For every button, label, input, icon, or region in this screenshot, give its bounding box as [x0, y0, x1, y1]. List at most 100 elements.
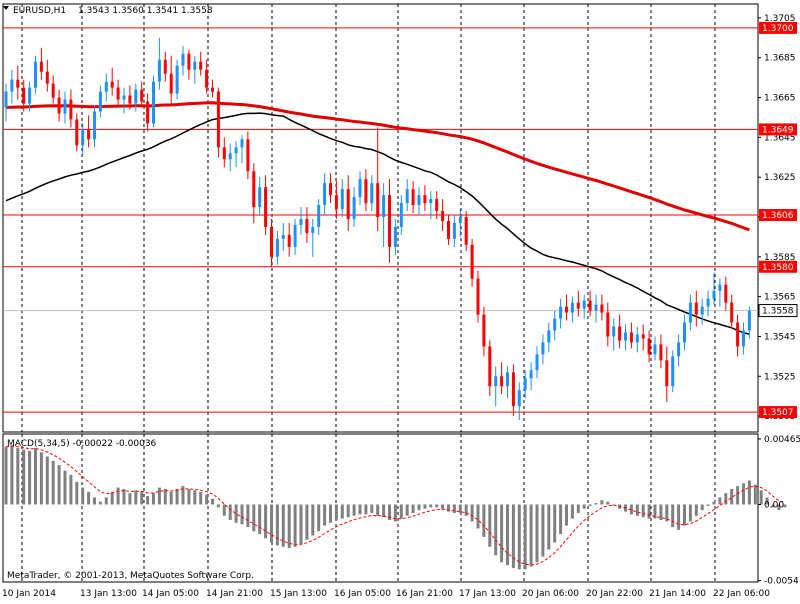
candle[interactable] [582, 294, 586, 319]
candle[interactable] [128, 85, 132, 110]
candle[interactable] [470, 238, 474, 287]
candle[interactable] [452, 215, 456, 247]
candle[interactable] [742, 322, 745, 355]
candle[interactable] [653, 336, 657, 361]
candle[interactable] [712, 272, 716, 305]
candle[interactable] [293, 218, 297, 255]
candle[interactable] [181, 45, 185, 76]
candle[interactable] [122, 87, 126, 114]
candle[interactable] [417, 187, 421, 216]
candle[interactable] [323, 173, 327, 216]
candle[interactable] [252, 163, 256, 223]
candle[interactable] [39, 47, 43, 80]
candle[interactable] [736, 314, 740, 357]
candle[interactable] [747, 306, 751, 339]
candle[interactable] [163, 51, 167, 82]
candle[interactable] [211, 79, 214, 98]
candle[interactable] [75, 113, 79, 152]
candle[interactable] [688, 294, 692, 331]
candle[interactable] [429, 191, 433, 219]
candle[interactable] [559, 298, 563, 329]
candle[interactable] [216, 87, 220, 158]
candle[interactable] [535, 346, 539, 379]
candle[interactable] [134, 83, 138, 112]
candle[interactable] [110, 67, 114, 96]
candle[interactable] [299, 207, 303, 235]
candle[interactable] [464, 211, 468, 251]
candle[interactable] [553, 310, 557, 341]
candle[interactable] [547, 322, 551, 353]
candle[interactable] [482, 306, 486, 357]
candle[interactable] [517, 382, 521, 421]
candle[interactable] [45, 59, 49, 92]
candle[interactable] [346, 175, 350, 231]
candle[interactable] [706, 290, 710, 317]
candle[interactable] [511, 364, 515, 417]
candle[interactable] [22, 79, 26, 112]
candle[interactable] [694, 290, 698, 327]
candle[interactable] [635, 326, 639, 353]
candle[interactable] [718, 278, 722, 307]
candle[interactable] [529, 362, 533, 391]
candle[interactable] [329, 173, 332, 204]
candle[interactable] [435, 191, 439, 219]
candle[interactable] [576, 290, 580, 317]
candle[interactable] [399, 195, 403, 235]
candle[interactable] [305, 207, 309, 243]
candle[interactable] [10, 69, 14, 104]
candle[interactable] [494, 366, 498, 407]
candle[interactable] [193, 55, 197, 84]
candle[interactable] [81, 123, 85, 156]
candle[interactable] [458, 209, 462, 237]
candle[interactable] [169, 55, 173, 104]
candle[interactable] [98, 85, 102, 118]
candle[interactable] [629, 322, 633, 349]
candles[interactable] [4, 37, 751, 421]
candle[interactable] [281, 222, 285, 251]
candle[interactable] [63, 91, 67, 124]
candle[interactable] [612, 318, 616, 351]
candle[interactable] [57, 89, 61, 122]
candle[interactable] [405, 179, 409, 212]
candle[interactable] [275, 230, 279, 265]
candle[interactable] [683, 314, 686, 351]
candle[interactable] [175, 59, 179, 100]
candle[interactable] [671, 350, 675, 393]
candle[interactable] [447, 215, 450, 245]
candle[interactable] [4, 83, 8, 122]
candle[interactable] [541, 334, 545, 365]
candle[interactable] [152, 75, 155, 128]
candle[interactable] [340, 179, 344, 218]
candle[interactable] [393, 218, 397, 255]
candle[interactable] [700, 298, 704, 325]
candle[interactable] [565, 294, 568, 321]
candle[interactable] [476, 270, 480, 323]
candle[interactable] [157, 37, 161, 90]
candle[interactable] [523, 370, 527, 399]
candle[interactable] [187, 49, 191, 80]
candle[interactable] [311, 218, 315, 257]
candle[interactable] [724, 276, 728, 311]
chevron-down-icon[interactable] [3, 6, 9, 10]
candle[interactable] [28, 81, 32, 112]
candle[interactable] [588, 290, 592, 317]
candle[interactable] [87, 115, 91, 148]
candle[interactable] [364, 169, 368, 212]
candle[interactable] [140, 81, 144, 108]
candle[interactable] [641, 324, 645, 351]
candle[interactable] [677, 334, 681, 367]
candle[interactable] [258, 177, 262, 216]
candle[interactable] [600, 294, 604, 321]
candle[interactable] [246, 131, 250, 180]
candle[interactable] [104, 73, 108, 102]
candle[interactable] [618, 314, 622, 349]
candle[interactable] [624, 324, 627, 351]
candle[interactable] [270, 218, 273, 267]
candle[interactable] [16, 65, 20, 100]
candle[interactable] [506, 366, 509, 399]
candle[interactable] [240, 135, 244, 164]
candle[interactable] [647, 330, 651, 363]
candle[interactable] [570, 296, 574, 323]
